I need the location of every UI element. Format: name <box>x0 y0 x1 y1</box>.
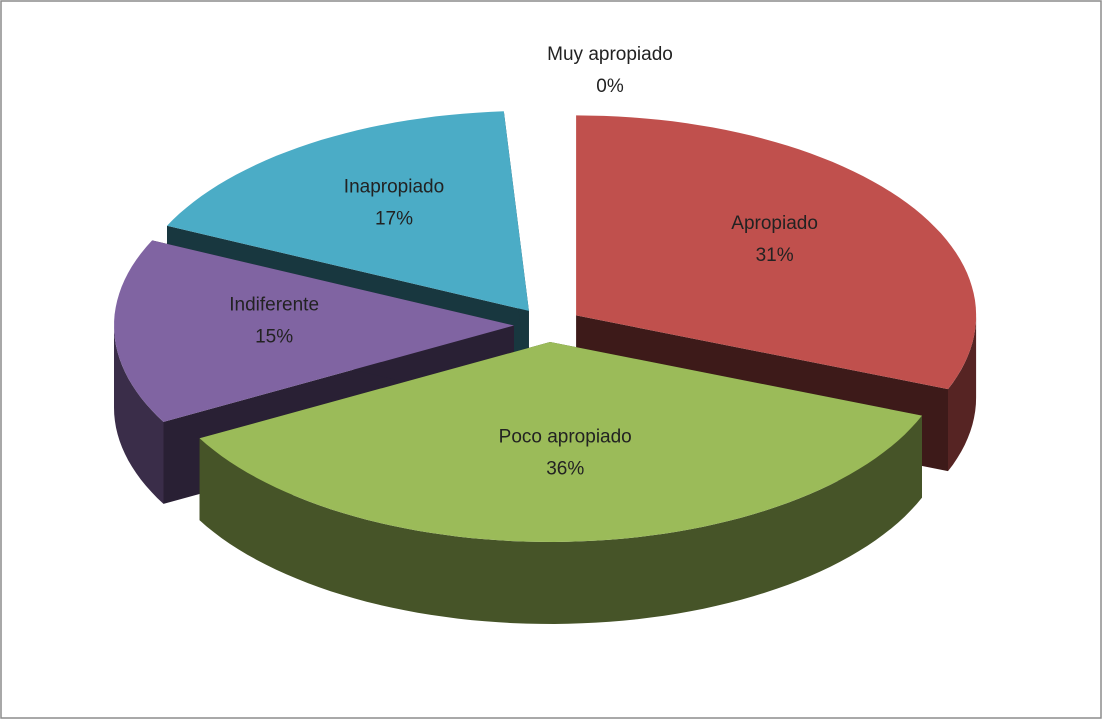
slice-top <box>167 111 529 311</box>
pie-slice <box>199 342 923 624</box>
data-label-value: 31% <box>756 245 794 266</box>
data-label-name: Inapropiado <box>344 177 444 198</box>
data-label-value: 0% <box>596 76 624 97</box>
slice-top <box>114 240 514 422</box>
slice-side <box>114 325 164 504</box>
data-label-name: Apropiado <box>731 213 818 234</box>
data-label-name: Muy apropiado <box>547 44 673 65</box>
data-label-value: 15% <box>255 326 293 347</box>
data-label-name: Indiferente <box>229 294 319 315</box>
slice-side <box>948 315 977 472</box>
data-label-value: 36% <box>546 459 584 480</box>
data-label-name: Poco apropiado <box>499 427 632 448</box>
slice-side <box>199 415 923 624</box>
slice-top <box>199 342 923 542</box>
slice-top <box>576 115 977 390</box>
data-label-value: 17% <box>375 209 413 230</box>
